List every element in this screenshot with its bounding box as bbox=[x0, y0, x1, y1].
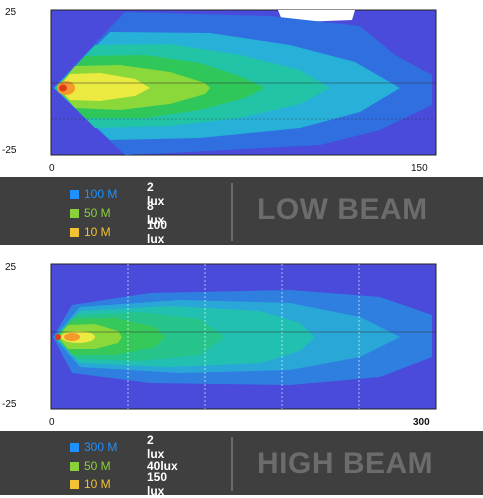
x-tick-end: 150 bbox=[411, 163, 428, 174]
legend-lux: 150 lux bbox=[147, 470, 168, 498]
contour-9 bbox=[55, 334, 61, 340]
legend-swatch-yellow bbox=[70, 479, 79, 489]
contour-8 bbox=[59, 84, 67, 92]
legend-row-1: 300 M 2 lux bbox=[70, 433, 164, 461]
legend-lux: 2 lux bbox=[147, 433, 165, 461]
no-data-region bbox=[278, 10, 355, 22]
contour-6 bbox=[58, 73, 150, 101]
contour-8 bbox=[64, 333, 80, 341]
legend-swatch-blue bbox=[70, 189, 79, 199]
low-beam-section: 25 -25 0 150 100 M 2 lux 50 M 8 lux 10 M… bbox=[0, 0, 483, 246]
legend-row-1: 100 M 2 lux bbox=[70, 180, 164, 208]
legend-row-3: 10 M 150 lux bbox=[70, 470, 167, 498]
legend-distance: 300 M bbox=[84, 440, 118, 454]
legend-lux: 40lux bbox=[147, 459, 178, 473]
legend-distance: 50 M bbox=[84, 459, 111, 473]
legend-lux: 2 lux bbox=[147, 180, 165, 208]
legend-lux: 8 lux bbox=[147, 199, 165, 227]
low-beam-plot: 25 -25 0 150 bbox=[2, 7, 437, 174]
legend-swatch-green bbox=[70, 461, 79, 471]
legend-distance: 50 M bbox=[84, 206, 111, 220]
legend-swatch-yellow bbox=[70, 227, 79, 237]
high-beam-section: 25 -25 0 300 300 M 2 lux 50 M 40lux 10 M… bbox=[0, 245, 483, 498]
x-tick-end: 300 bbox=[413, 417, 430, 428]
y-tick-bottom: -25 bbox=[2, 145, 17, 156]
legend-divider bbox=[231, 437, 233, 491]
high-beam-legend-band: 300 M 2 lux 50 M 40lux 10 M 150 lux HIGH… bbox=[0, 431, 483, 498]
x-tick-start: 0 bbox=[49, 163, 55, 174]
beam-title: HIGH BEAM bbox=[257, 447, 434, 480]
y-tick-top: 25 bbox=[5, 7, 17, 18]
y-tick-top: 25 bbox=[5, 262, 17, 273]
legend-divider bbox=[231, 183, 233, 241]
legend-distance: 100 M bbox=[84, 187, 118, 201]
legend-lux: 100 lux bbox=[147, 218, 168, 246]
legend-row-2: 50 M 8 lux bbox=[70, 199, 164, 227]
high-beam-plot: 25 -25 0 300 bbox=[2, 262, 437, 428]
legend-swatch-blue bbox=[70, 442, 79, 452]
legend-swatch-green bbox=[70, 208, 79, 218]
y-tick-bottom: -25 bbox=[2, 399, 17, 410]
legend-distance: 10 M bbox=[84, 225, 111, 239]
beam-title: LOW BEAM bbox=[257, 193, 428, 226]
legend-row-2: 50 M 40lux bbox=[70, 457, 178, 475]
x-tick-start: 0 bbox=[49, 417, 55, 428]
low-beam-legend-band: 100 M 2 lux 50 M 8 lux 10 M 100 lux LOW … bbox=[0, 177, 483, 246]
legend-row-3: 10 M 100 lux bbox=[70, 218, 167, 246]
legend-distance: 10 M bbox=[84, 477, 111, 491]
